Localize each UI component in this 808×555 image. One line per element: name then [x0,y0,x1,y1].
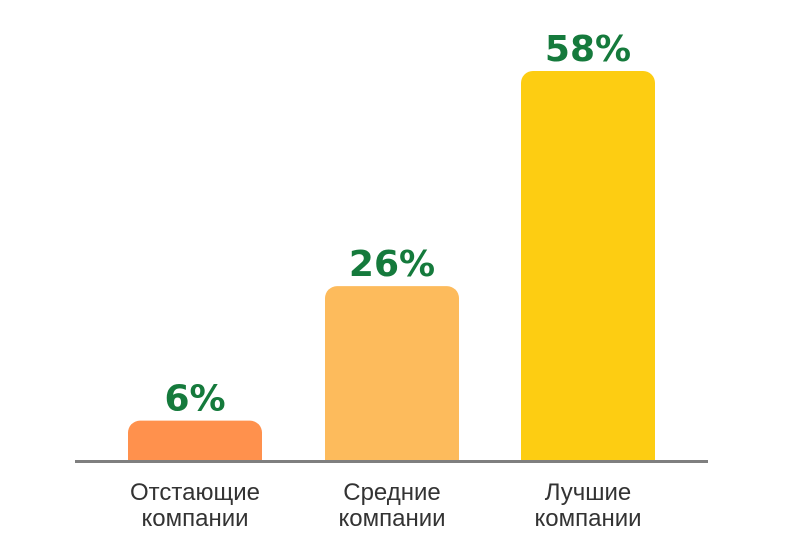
category-label-3: Лучшие компании [534,479,641,532]
category-label-line: Отстающие [130,479,260,506]
category-label-2: Средние компании [338,479,445,532]
category-label-line: компании [338,505,445,532]
value-labels-group: 6% 26% 58% [164,29,631,420]
bar-2 [325,286,459,473]
bar-3 [521,71,655,473]
category-label-line: компании [141,505,248,532]
value-label-2: 26% [349,244,435,285]
category-label-line: Лучшие [545,479,632,506]
category-label-line: Средние [343,479,441,506]
category-label-1: Отстающие компании [130,479,260,532]
bar-1 [128,420,262,473]
bars-group [0,71,808,476]
category-label-line: компании [534,505,641,532]
below-baseline-mask [0,462,808,476]
value-label-3: 58% [545,29,631,70]
value-label-1: 6% [164,379,225,420]
